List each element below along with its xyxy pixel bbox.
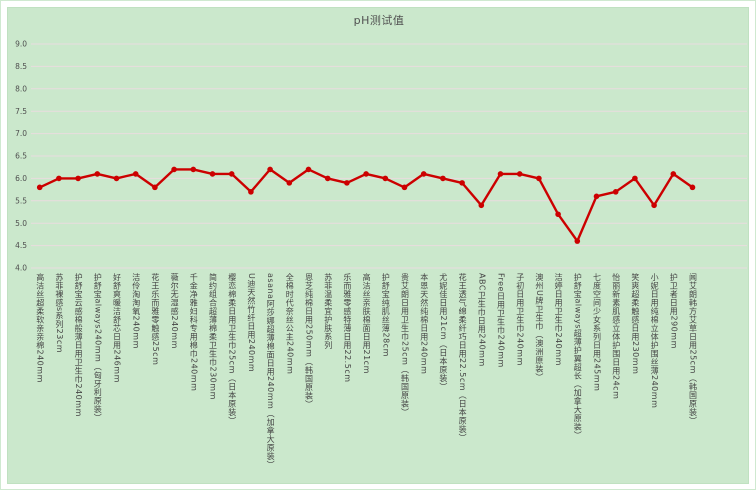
data-point-marker	[267, 166, 273, 173]
data-point-marker	[440, 175, 446, 182]
x-axis-label: 笑爽超柔触感日用230mm	[630, 273, 640, 375]
data-point-marker	[497, 171, 504, 177]
ph-series	[36, 166, 696, 244]
data-point-marker	[75, 175, 81, 182]
x-axis-label: 护舒宝云感棉般薄日用卫生巾240mm	[74, 273, 84, 417]
ph-line	[39, 168, 694, 243]
x-axis-label: 薇尔无湿感240mm	[170, 273, 180, 349]
data-point-marker	[516, 171, 523, 177]
data-point-marker	[459, 180, 465, 186]
x-axis-label: 小妮日用纯棉立体护围丝薄240mm	[650, 273, 660, 409]
data-point-marker	[171, 166, 177, 173]
x-axis-label: 本恩天然纯棉日用240mm	[419, 273, 429, 375]
chart-title: pH测试值	[353, 14, 405, 27]
x-axis-label: 尤妮佳日用21cm（日本原装）	[438, 273, 448, 391]
data-point-marker	[593, 193, 600, 200]
x-axis-label: 乐而雅零感特薄日用22.5cm	[342, 273, 352, 383]
x-axis-label: 花王乐而雅零触感25cm	[150, 273, 160, 366]
x-axis-label: 洁婷日用卫生巾240mm	[554, 273, 564, 366]
data-point-marker	[670, 171, 677, 177]
x-axis-label: 恩芝纯棉日用250mm（韩国原装）	[304, 273, 314, 409]
data-point-marker	[555, 211, 561, 218]
data-point-marker	[305, 166, 312, 173]
y-axis-tick-label: 7.0	[15, 129, 27, 138]
data-point-marker	[190, 166, 197, 173]
y-axis-tick-label: 8.0	[15, 84, 27, 93]
x-axis-label: 闻艾朗韩方艾草日用25cm（韩国原装）	[688, 273, 698, 425]
data-point-marker	[113, 175, 120, 182]
x-axis-label: 护卫者日用290mm	[669, 273, 679, 349]
y-axis-tick-label: 7.5	[15, 107, 27, 116]
x-axis-label: 好舒爽暖洁舒芯日用246mm	[112, 273, 122, 383]
x-axis-label: 简约组合超薄棉柔卫生巾230mm	[208, 273, 218, 400]
x-axis-label: 护舒宝纯肌丝薄28cm	[381, 273, 391, 357]
gridlines	[31, 43, 747, 269]
x-axis-label: 七度空间少女系列日用245mm	[592, 273, 602, 392]
data-point-marker	[56, 175, 62, 182]
x-axis-label: 高洁丝亲肤棉面日用21cm	[362, 273, 372, 374]
x-axis-label: ABC卫生巾日用240mm	[477, 273, 487, 367]
data-point-marker	[36, 184, 43, 191]
y-axis-tick-label: 6.5	[15, 152, 27, 161]
x-axis-label: U迪天然竹纤日用240mm	[246, 273, 256, 373]
data-point-marker	[152, 184, 158, 191]
y-axis-tick-label: 4.0	[15, 264, 27, 273]
x-axis-labels: 高洁丝超柔软亲亲棉240mm 苏菲裸感s系列23cm 护舒宝云感棉般薄日用卫生巾24…	[1, 273, 756, 485]
y-axis-tick-label: 8.5	[15, 62, 27, 71]
data-point-marker	[344, 180, 350, 186]
data-point-marker	[248, 189, 254, 195]
y-axis-ticks: 4.0 4.5 5.0 5.5 6.0 6.5 7.0 7.5 8.0 8.5 9.0	[15, 40, 27, 273]
data-point-marker	[209, 171, 216, 177]
data-point-marker	[574, 238, 581, 244]
data-point-marker	[132, 171, 139, 177]
data-point-marker	[478, 202, 485, 209]
x-axis-label: 怡丽新素肌感立体护围日用24cm	[611, 273, 621, 400]
x-axis-label: 洁伶淘淘氧240mm	[131, 273, 141, 349]
data-point-marker	[94, 171, 101, 177]
x-axis-label: 千金净雅妇科专用棉巾240mm	[189, 273, 199, 392]
x-axis-label: 澳州U牌卫生巾（澳洲原装）	[534, 273, 544, 382]
data-point-marker	[689, 184, 696, 191]
x-axis-label: asana阿莎娜超薄棉面日用240mm（加拿大原装）	[266, 273, 276, 469]
x-axis-label: 苏菲温柔宜护肤系列	[323, 273, 333, 350]
data-point-marker	[536, 175, 542, 182]
x-axis-label: 高洁丝超柔软亲亲棉240mm	[35, 273, 45, 383]
y-axis-tick-label: 5.0	[15, 219, 27, 228]
data-point-marker	[420, 171, 427, 177]
x-axis-label: Free日用卫生巾240mm	[496, 273, 506, 368]
x-axis-label: 子初日用卫生巾240mm	[515, 273, 525, 366]
y-axis-tick-label: 6.0	[15, 174, 27, 183]
data-point-marker	[401, 184, 408, 191]
data-point-marker	[612, 189, 619, 195]
data-point-marker	[286, 180, 293, 186]
y-axis-tick-label: 5.5	[15, 196, 27, 205]
data-point-marker	[324, 175, 331, 182]
data-point-marker	[651, 202, 657, 209]
x-axis-label: 贵艾朗日用卫生巾25cm（韩国原装）	[400, 273, 410, 417]
x-axis-label: 护舒宝always240mm（匈牙利原装）	[93, 273, 103, 422]
data-point-marker	[363, 171, 369, 177]
y-axis-tick-label: 9.0	[15, 40, 27, 49]
data-point-marker	[382, 175, 389, 182]
x-axis-label: 樱恋棉柔日用卫生巾25cm（日本原装）	[227, 273, 237, 425]
x-axis-label: 全棉时代奈丝公主240mm	[285, 273, 295, 375]
data-point-marker	[228, 171, 235, 177]
data-point-marker	[632, 175, 638, 182]
y-axis-tick-label: 4.5	[15, 241, 27, 250]
x-axis-label: 护舒宝always超薄护翼超长（加拿大原装）	[573, 273, 583, 440]
x-axis-label: 苏菲裸感s系列23cm	[54, 273, 64, 354]
x-axis-label: 花王透气绵柔纤巧日用22.5cm（日本原装）	[458, 273, 468, 443]
